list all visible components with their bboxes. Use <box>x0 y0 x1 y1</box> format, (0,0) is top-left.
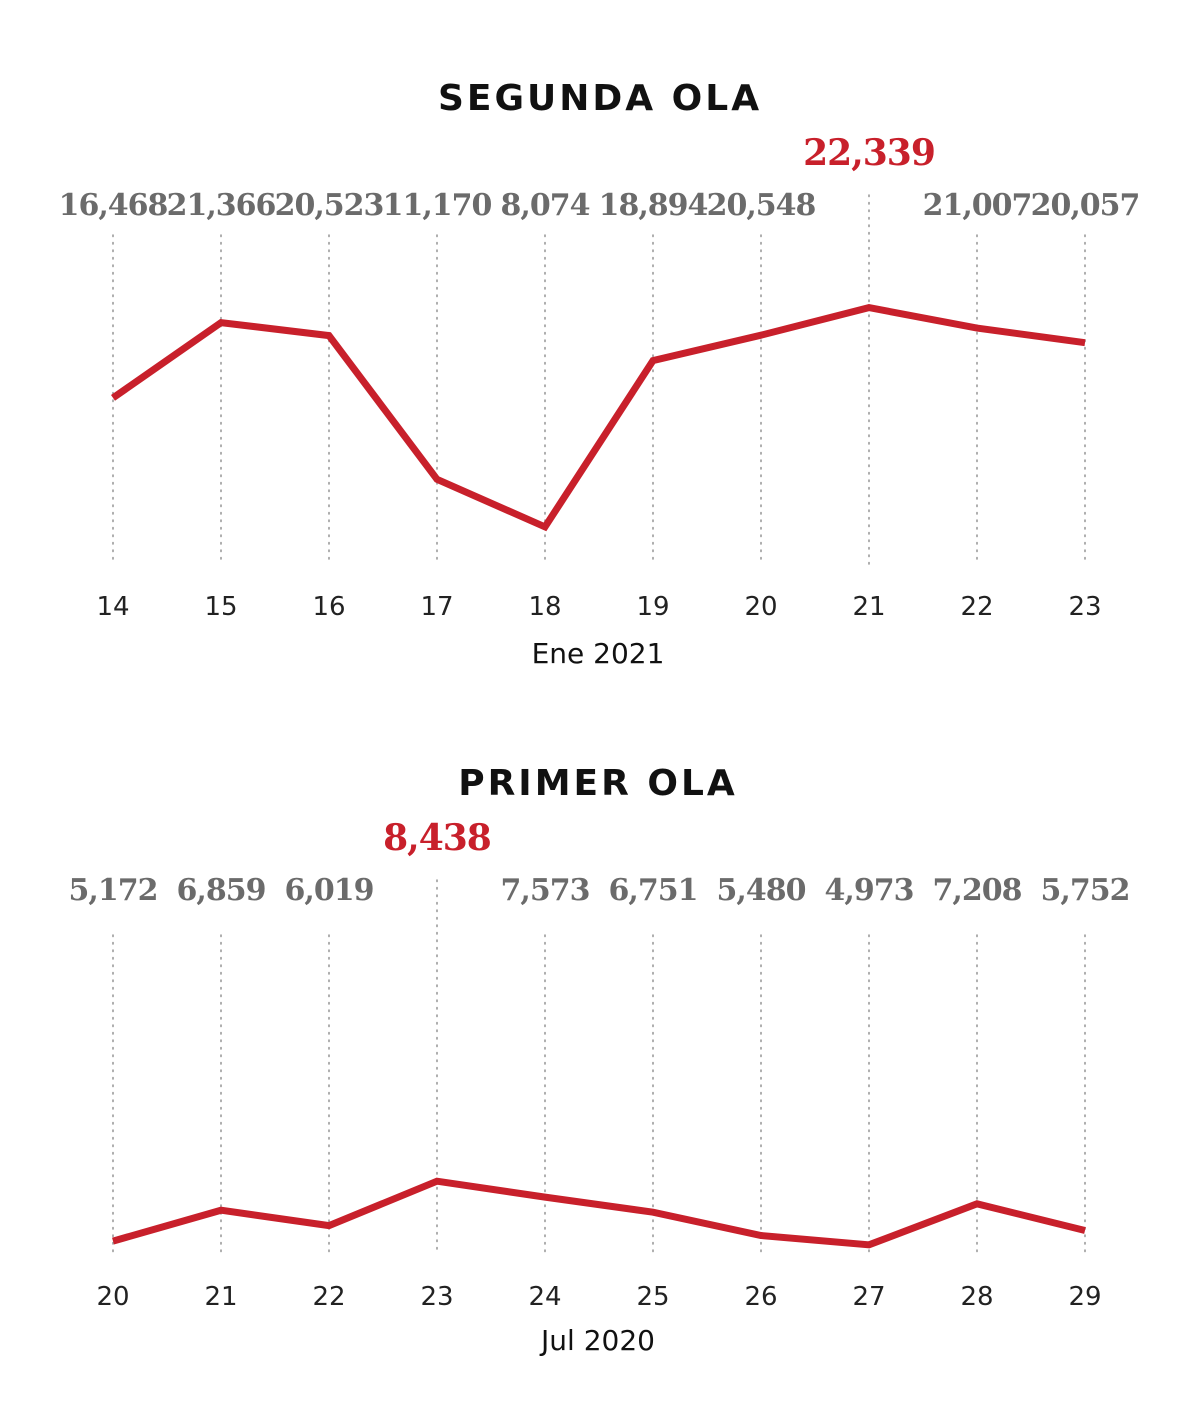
value-label: 20,548 <box>707 188 816 223</box>
x-tick-label: 21 <box>852 592 885 622</box>
value-label: 20,057 <box>1031 188 1140 223</box>
x-tick-labels: 14 15 16 17 18 19 20 21 22 23 <box>96 592 1101 622</box>
x-axis-label: Jul 2020 <box>539 1324 655 1357</box>
data-labels: 16,468 21,366 20,523 11,170 8,074 18,894 20,54… <box>59 132 1141 223</box>
value-label: 18,894 <box>599 188 708 223</box>
peak-value-label: 22,339 <box>803 132 935 174</box>
value-label: 5,172 <box>69 873 158 908</box>
x-tick-label: 28 <box>960 1282 993 1312</box>
peak-value-label: 8,438 <box>383 817 491 859</box>
x-tick-label: 17 <box>420 592 453 622</box>
value-label: 6,751 <box>609 873 698 908</box>
x-tick-label: 24 <box>528 1282 561 1312</box>
value-label: 7,208 <box>933 873 1022 908</box>
x-tick-label: 18 <box>528 592 561 622</box>
chart-title: PRIMER OLA <box>458 763 738 804</box>
x-tick-label: 16 <box>312 592 345 622</box>
x-tick-label: 23 <box>420 1282 453 1312</box>
value-label: 20,523 <box>275 188 384 223</box>
x-tick-labels: 20 21 22 23 24 25 26 27 28 29 <box>96 1282 1101 1312</box>
chart-segunda-ola: SEGUNDA OLA 16,468 21,366 20,523 11,170 8,07… <box>59 78 1141 670</box>
x-tick-label: 29 <box>1068 1282 1101 1312</box>
chart-title: SEGUNDA OLA <box>438 78 762 119</box>
value-label: 5,752 <box>1041 873 1130 908</box>
x-tick-label: 22 <box>312 1282 345 1312</box>
value-label: 7,573 <box>501 873 590 908</box>
x-tick-label: 20 <box>744 592 777 622</box>
value-label: 5,480 <box>717 873 806 908</box>
x-axis-label: Ene 2021 <box>532 637 665 670</box>
value-label: 6,859 <box>177 873 266 908</box>
x-tick-label: 20 <box>96 1282 129 1312</box>
x-tick-label: 15 <box>204 592 237 622</box>
chart-primer-ola: PRIMER OLA 5,172 6,859 6,019 8,438 7,573 6,75… <box>69 763 1131 1357</box>
x-tick-label: 26 <box>744 1282 777 1312</box>
value-label: 11,170 <box>383 188 492 223</box>
guide-lines <box>112 879 1086 1256</box>
value-label: 21,007 <box>923 188 1032 223</box>
value-label: 16,468 <box>59 188 168 223</box>
value-label: 4,973 <box>825 873 914 908</box>
x-tick-label: 25 <box>636 1282 669 1312</box>
x-tick-label: 19 <box>636 592 669 622</box>
series-line <box>110 304 1086 532</box>
x-tick-label: 14 <box>96 592 129 622</box>
data-labels: 5,172 6,859 6,019 8,438 7,573 6,751 5,480 4,973… <box>69 817 1131 908</box>
x-tick-label: 27 <box>852 1282 885 1312</box>
series-line <box>112 1177 1086 1249</box>
x-tick-label: 23 <box>1068 592 1101 622</box>
guide-lines <box>112 194 1086 566</box>
value-label: 6,019 <box>285 873 374 908</box>
x-tick-label: 22 <box>960 592 993 622</box>
value-label: 21,366 <box>167 188 276 223</box>
value-label: 8,074 <box>501 188 590 223</box>
x-tick-label: 21 <box>204 1282 237 1312</box>
